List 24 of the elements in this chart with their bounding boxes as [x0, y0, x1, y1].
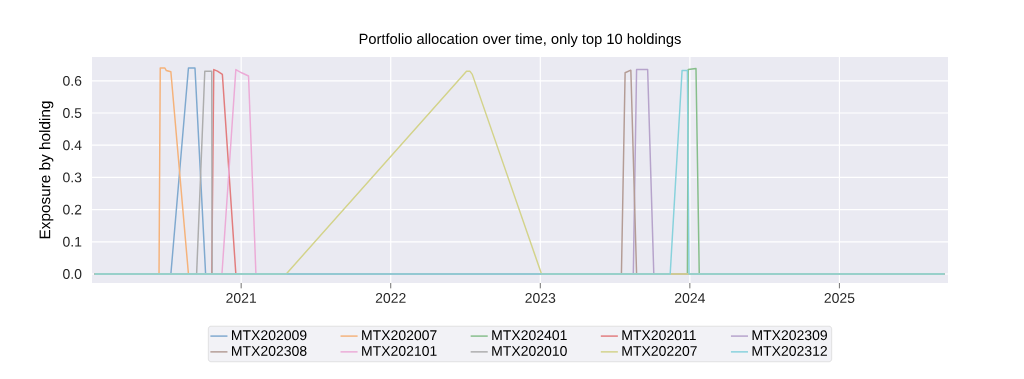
x-tick-label: 2022	[375, 293, 406, 303]
x-tick-label: 2021	[226, 293, 257, 303]
y-tick-label: 0.6	[63, 75, 82, 86]
legend-label: MTX202207	[622, 345, 697, 356]
legend-label: MTX202312	[752, 345, 827, 356]
y-tick-label: 0.1	[63, 236, 82, 247]
chart-title: Portfolio allocation over time, only top 10 holdings	[359, 33, 681, 47]
legend-label: MTX202308	[232, 345, 307, 356]
x-tick-label: 2024	[674, 293, 705, 303]
legend-label: MTX202401	[492, 330, 567, 341]
legend-label: MTX202009	[232, 330, 307, 341]
y-tick-label: 0.0	[63, 269, 82, 279]
y-axis-title: Exposure by holding	[39, 101, 54, 239]
x-tick-label: 2023	[525, 293, 556, 303]
legend-label: MTX202010	[492, 345, 567, 356]
x-tick-label: 2025	[824, 293, 855, 303]
legend-label: MTX202011	[622, 330, 696, 341]
legend-label: MTX202101	[362, 345, 437, 356]
y-tick-label: 0.4	[63, 140, 82, 151]
y-tick-label: 0.3	[63, 172, 82, 183]
y-tick-label: 0.2	[63, 204, 82, 215]
legend-label: MTX202309	[752, 330, 827, 341]
legend-label: MTX202007	[362, 330, 437, 341]
y-tick-label: 0.5	[63, 108, 82, 118]
